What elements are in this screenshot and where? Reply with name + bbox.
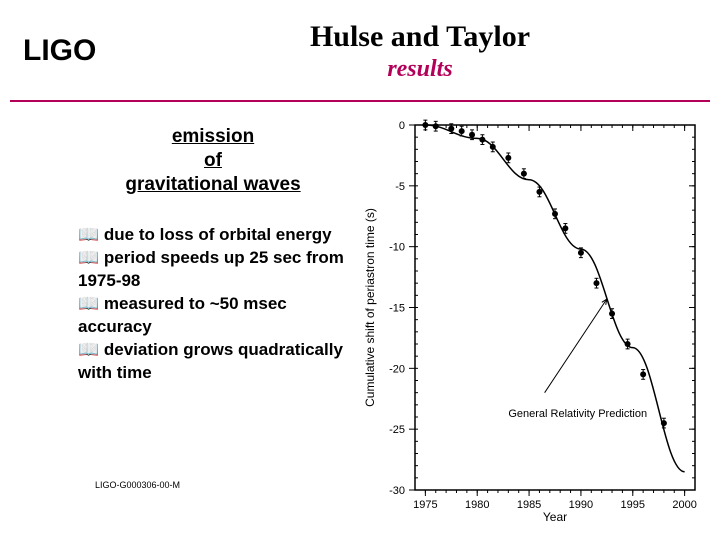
svg-text:1980: 1980 <box>465 499 489 511</box>
heading-line3: gravitational waves <box>125 174 300 195</box>
bullet-text: deviation grows quadratically with time <box>78 340 343 382</box>
bullet-item: 📖 deviation grows quadratically with tim… <box>78 339 348 385</box>
bullet-item: 📖 measured to ~50 msec accuracy <box>78 293 348 339</box>
svg-text:-15: -15 <box>389 303 405 315</box>
svg-text:0: 0 <box>399 120 405 132</box>
bullet-text: period speeds up 25 sec from 1975-98 <box>78 248 344 290</box>
bullet-item: 📖 period speeds up 25 sec from 1975-98 <box>78 247 348 293</box>
svg-text:-30: -30 <box>389 485 405 497</box>
svg-text:-20: -20 <box>389 363 405 375</box>
svg-text:General Relativity Prediction: General Relativity Prediction <box>508 408 647 420</box>
title-line2: results <box>130 56 710 83</box>
title-line1: Hulse and Taylor <box>130 20 710 54</box>
svg-text:1985: 1985 <box>517 499 541 511</box>
logo-text: LIGO <box>23 34 96 67</box>
periastron-shift-chart: 1975 1980 1985 1990 1995 2000 0 -5 -10 -15 -20 -25 -… <box>360 115 705 525</box>
body-text: emission of gravitational waves 📖 due to… <box>78 125 348 385</box>
heading-line1: emission <box>172 126 254 147</box>
svg-text:-5: -5 <box>395 181 405 193</box>
heading-line2: of <box>204 150 222 171</box>
svg-text:-25: -25 <box>389 424 405 436</box>
ligo-logo: LIGO <box>0 0 130 80</box>
book-icon: 📖 <box>78 294 104 313</box>
svg-text:2000: 2000 <box>672 499 696 511</box>
slide-title: Hulse and Taylor results <box>130 20 710 83</box>
bullet-list: 📖 due to loss of orbital energy📖 period … <box>78 224 348 385</box>
emission-heading: emission of gravitational waves <box>78 125 348 196</box>
svg-text:Cumulative shift of periastron: Cumulative shift of periastron time (s) <box>363 208 377 407</box>
title-divider <box>10 100 710 102</box>
svg-text:Year: Year <box>543 510 567 524</box>
book-icon: 📖 <box>78 340 104 359</box>
book-icon: 📖 <box>78 225 104 244</box>
bullet-item: 📖 due to loss of orbital energy <box>78 224 348 247</box>
svg-text:1990: 1990 <box>569 499 593 511</box>
bullet-text: measured to ~50 msec accuracy <box>78 294 287 336</box>
document-id: LIGO-G000306-00-M <box>95 480 180 490</box>
bullet-text: due to loss of orbital energy <box>104 225 332 244</box>
svg-text:1975: 1975 <box>413 499 437 511</box>
svg-text:-10: -10 <box>389 242 405 254</box>
svg-text:1995: 1995 <box>621 499 645 511</box>
book-icon: 📖 <box>78 248 104 267</box>
